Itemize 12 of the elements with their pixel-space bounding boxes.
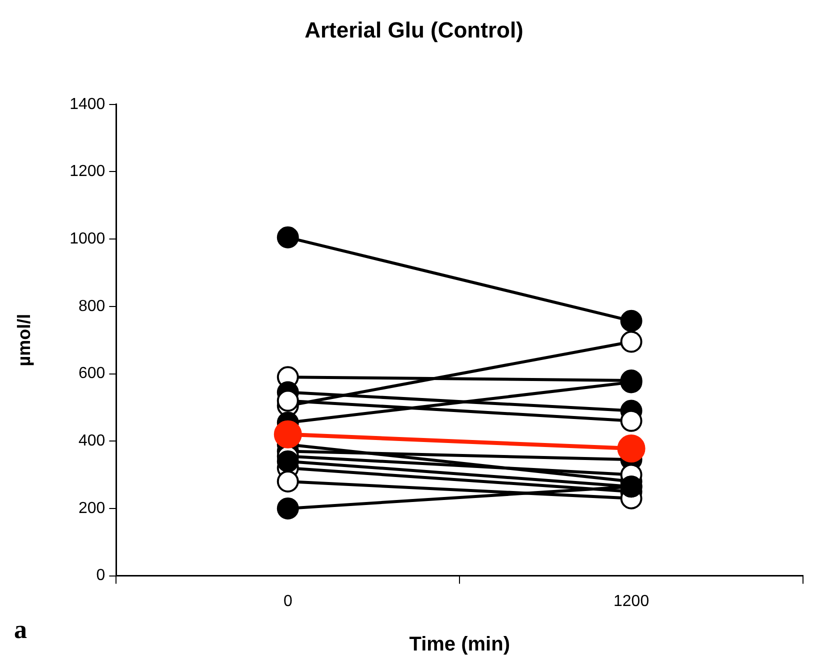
y-tick-label: 600 bbox=[78, 365, 106, 382]
y-tick-label: 200 bbox=[78, 500, 106, 517]
chart-title: Arterial Glu (Control) bbox=[304, 17, 524, 42]
x-axis-title: Time (min) bbox=[409, 634, 510, 656]
text: a bbox=[14, 615, 27, 645]
y-tick-label: 1400 bbox=[70, 96, 106, 113]
y-tick-label: 1000 bbox=[70, 230, 106, 248]
y-tick-label: 0 bbox=[96, 567, 106, 584]
y-tick-label: 1200 bbox=[70, 163, 106, 180]
y-tick-label: 400 bbox=[78, 432, 106, 450]
y-axis-title: µmol/l bbox=[14, 314, 34, 366]
y-tick-label: 800 bbox=[78, 298, 106, 315]
